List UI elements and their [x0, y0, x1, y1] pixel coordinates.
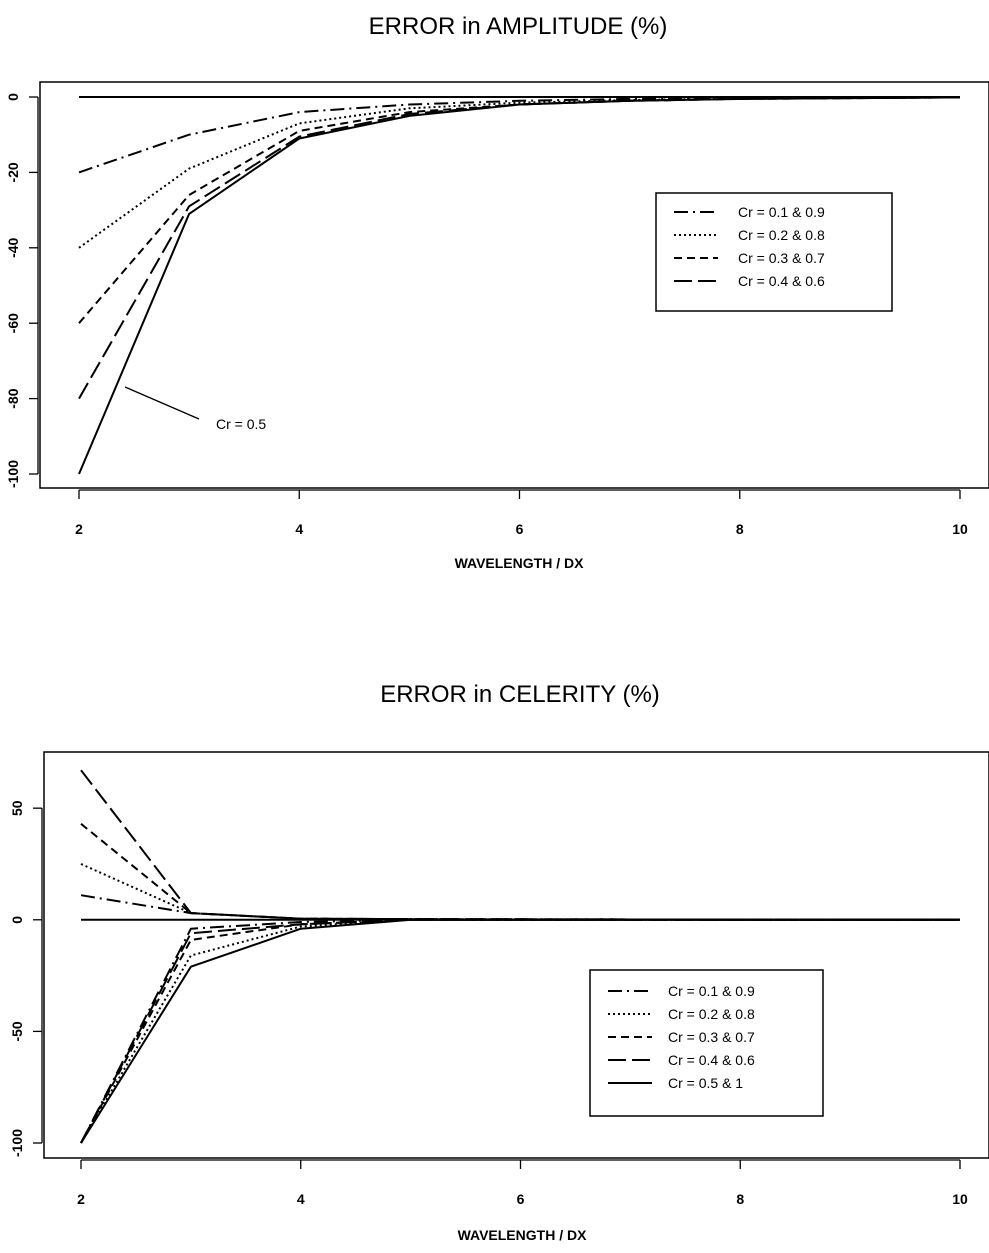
amplitude-y-tick-label: 0: [5, 93, 21, 101]
amplitude-series-line: [78, 96, 961, 249]
celerity-x-tick-label: 4: [297, 1191, 305, 1207]
celerity-legend-label: Cr = 0.3 & 0.7: [668, 1029, 755, 1045]
amplitude-y-tick-label: -40: [5, 237, 21, 257]
amplitude-x-tick-label: 6: [516, 521, 524, 537]
amplitude-y-tick-label: -60: [5, 313, 21, 333]
amplitude-series-group: [78, 96, 961, 475]
celerity-y-tick-label: -50: [9, 1021, 25, 1041]
amplitude-annotation-label: Cr = 0.5: [216, 416, 266, 432]
celerity-ticks: 2 4 6 8 10 50 0 -50 -100: [9, 800, 968, 1207]
amplitude-legend-label: Cr = 0.4 & 0.6: [738, 273, 825, 289]
celerity-series-group: [80, 769, 960, 1144]
amplitude-x-tick-label: 10: [952, 521, 968, 537]
amplitude-y-tick-label: -80: [5, 388, 21, 408]
amplitude-legend-label: Cr = 0.1 & 0.9: [738, 204, 825, 220]
amplitude-y-tick-label: -20: [5, 162, 21, 182]
amplitude-legend-label: Cr = 0.3 & 0.7: [738, 250, 825, 266]
amplitude-chart-title: ERROR in AMPLITUDE (%): [369, 13, 668, 40]
celerity-y-tick-label: -100: [9, 1129, 25, 1157]
amplitude-series-line: [78, 96, 961, 174]
celerity-series-line: [80, 769, 960, 921]
amplitude-ticks: 2 4 6 8 10 0 -20 -40 -60 -80 -100: [5, 93, 968, 537]
celerity-plot-frame: [43, 751, 989, 1159]
celerity-x-tick-label: 2: [77, 1191, 85, 1207]
amplitude-x-tick-label: 8: [736, 521, 744, 537]
celerity-y-tick-label: 50: [9, 800, 25, 816]
amplitude-y-tick-label: -100: [5, 460, 21, 488]
amplitude-plot-frame: [39, 81, 989, 489]
celerity-y-tick-label: 0: [9, 916, 25, 924]
celerity-x-axis-label: WAVELENGTH / DX: [458, 1227, 588, 1243]
amplitude-annotation: Cr = 0.5: [124, 386, 266, 432]
amplitude-x-tick-label: 2: [75, 521, 83, 537]
celerity-series-line: [80, 918, 960, 1144]
amplitude-chart: ERROR in AMPLITUDE (%) 2 4 6 8 10 0 -20 -40 -60 -…: [5, 13, 989, 571]
amplitude-legend: Cr = 0.1 & 0.9 Cr = 0.2 & 0.8 Cr = 0.3 & 0…: [655, 192, 893, 312]
amplitude-legend-box: [655, 192, 893, 312]
amplitude-annotation-pointer: [124, 386, 200, 420]
celerity-legend-box: [589, 969, 824, 1117]
celerity-legend-label: Cr = 0.2 & 0.8: [668, 1006, 755, 1022]
celerity-legend-label: Cr = 0.4 & 0.6: [668, 1052, 755, 1068]
celerity-x-tick-label: 10: [952, 1191, 968, 1207]
celerity-x-tick-label: 8: [736, 1191, 744, 1207]
celerity-series-line: [80, 918, 960, 1144]
celerity-x-tick-label: 6: [517, 1191, 525, 1207]
celerity-legend-items: Cr = 0.1 & 0.9 Cr = 0.2 & 0.8 Cr = 0.3 & 0…: [608, 983, 755, 1091]
celerity-series-line: [80, 863, 960, 921]
amplitude-x-axis-label: WAVELENGTH / DX: [455, 555, 585, 571]
celerity-series-line: [80, 918, 960, 1144]
celerity-legend-label: Cr = 0.1 & 0.9: [668, 983, 755, 999]
celerity-series-line: [80, 894, 960, 921]
celerity-series-line: [80, 823, 960, 921]
celerity-legend-label: Cr = 0.5 & 1: [668, 1075, 743, 1091]
celerity-chart: ERROR in CELERITY (%) 2 4 6 8 10 50 0 -50 -100 C…: [9, 681, 989, 1243]
amplitude-legend-label: Cr = 0.2 & 0.8: [738, 227, 825, 243]
celerity-legend: Cr = 0.1 & 0.9 Cr = 0.2 & 0.8 Cr = 0.3 & 0…: [589, 969, 824, 1117]
amplitude-legend-items: Cr = 0.1 & 0.9 Cr = 0.2 & 0.8 Cr = 0.3 & 0…: [674, 204, 825, 289]
celerity-series-line: [80, 918, 960, 1144]
celerity-chart-title: ERROR in CELERITY (%): [380, 681, 660, 708]
amplitude-x-tick-label: 4: [295, 521, 303, 537]
celerity-series-line: [80, 918, 960, 1144]
amplitude-series-line: [78, 96, 961, 475]
